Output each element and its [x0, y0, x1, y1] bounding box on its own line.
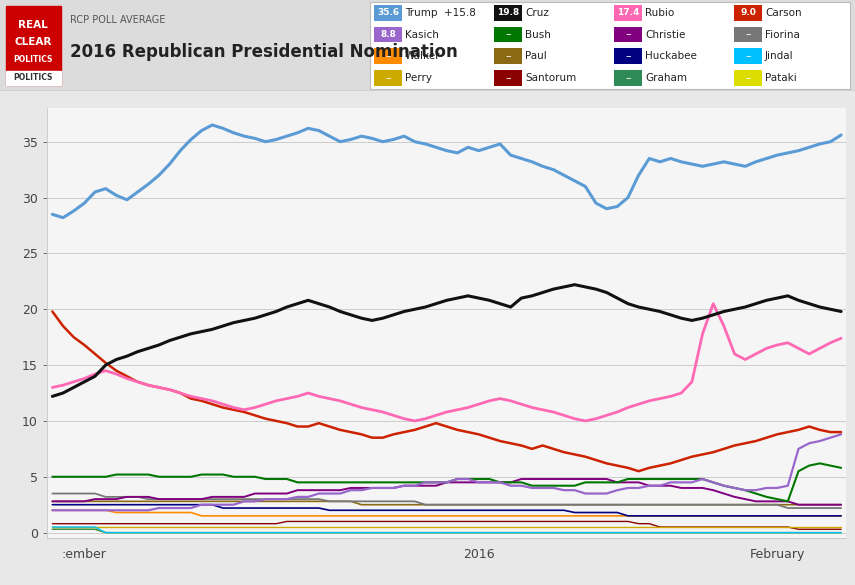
- Text: Bush: Bush: [525, 29, 551, 40]
- Text: 8.8: 8.8: [380, 30, 396, 39]
- Text: Paul: Paul: [525, 51, 546, 61]
- Text: Rubio: Rubio: [645, 8, 675, 18]
- Bar: [6, 6, 61, 85]
- Bar: [374, 70, 402, 85]
- Text: 9.0: 9.0: [740, 8, 756, 18]
- Text: –: –: [746, 73, 751, 83]
- Text: Graham: Graham: [645, 73, 687, 83]
- Text: –: –: [746, 29, 751, 40]
- Text: 35.6: 35.6: [377, 8, 399, 18]
- Bar: [6, 71, 61, 85]
- Text: –: –: [625, 73, 631, 83]
- Text: –: –: [625, 51, 631, 61]
- Text: 19.8: 19.8: [497, 8, 519, 18]
- Text: Trump  +15.8: Trump +15.8: [405, 8, 476, 18]
- Text: 2016 Republican Presidential Nomination: 2016 Republican Presidential Nomination: [70, 43, 457, 61]
- Text: Christie: Christie: [645, 29, 686, 40]
- Text: POLITICS: POLITICS: [14, 55, 53, 64]
- Bar: [614, 5, 642, 20]
- Text: Kasich: Kasich: [405, 29, 439, 40]
- Text: –: –: [386, 73, 391, 83]
- Bar: [734, 27, 762, 42]
- Text: Santorum: Santorum: [525, 73, 576, 83]
- Bar: [494, 27, 522, 42]
- Text: 17.4: 17.4: [616, 8, 640, 18]
- Bar: [734, 49, 762, 64]
- Text: Cruz: Cruz: [525, 8, 549, 18]
- Text: Fiorina: Fiorina: [765, 29, 800, 40]
- Bar: [494, 49, 522, 64]
- Bar: [494, 5, 522, 20]
- Text: –: –: [625, 29, 631, 40]
- Bar: [374, 5, 402, 20]
- Bar: [614, 49, 642, 64]
- Text: Perry: Perry: [405, 73, 432, 83]
- Bar: [374, 27, 402, 42]
- Bar: [614, 27, 642, 42]
- Text: Carson: Carson: [765, 8, 802, 18]
- Text: RCP POLL AVERAGE: RCP POLL AVERAGE: [70, 15, 165, 25]
- Text: –: –: [505, 51, 510, 61]
- Bar: [370, 2, 850, 89]
- Text: –: –: [505, 29, 510, 40]
- Text: –: –: [746, 51, 751, 61]
- Text: Jindal: Jindal: [765, 51, 793, 61]
- Text: POLITICS: POLITICS: [14, 73, 53, 82]
- Text: –: –: [505, 73, 510, 83]
- Text: CLEAR: CLEAR: [15, 37, 51, 47]
- Bar: [374, 49, 402, 64]
- Bar: [734, 70, 762, 85]
- Text: Huckabee: Huckabee: [645, 51, 697, 61]
- Bar: [734, 5, 762, 20]
- Bar: [614, 70, 642, 85]
- Text: –: –: [386, 51, 391, 61]
- Text: Pataki: Pataki: [765, 73, 797, 83]
- Bar: [494, 70, 522, 85]
- Text: REAL: REAL: [18, 20, 48, 30]
- Text: Walker: Walker: [405, 51, 440, 61]
